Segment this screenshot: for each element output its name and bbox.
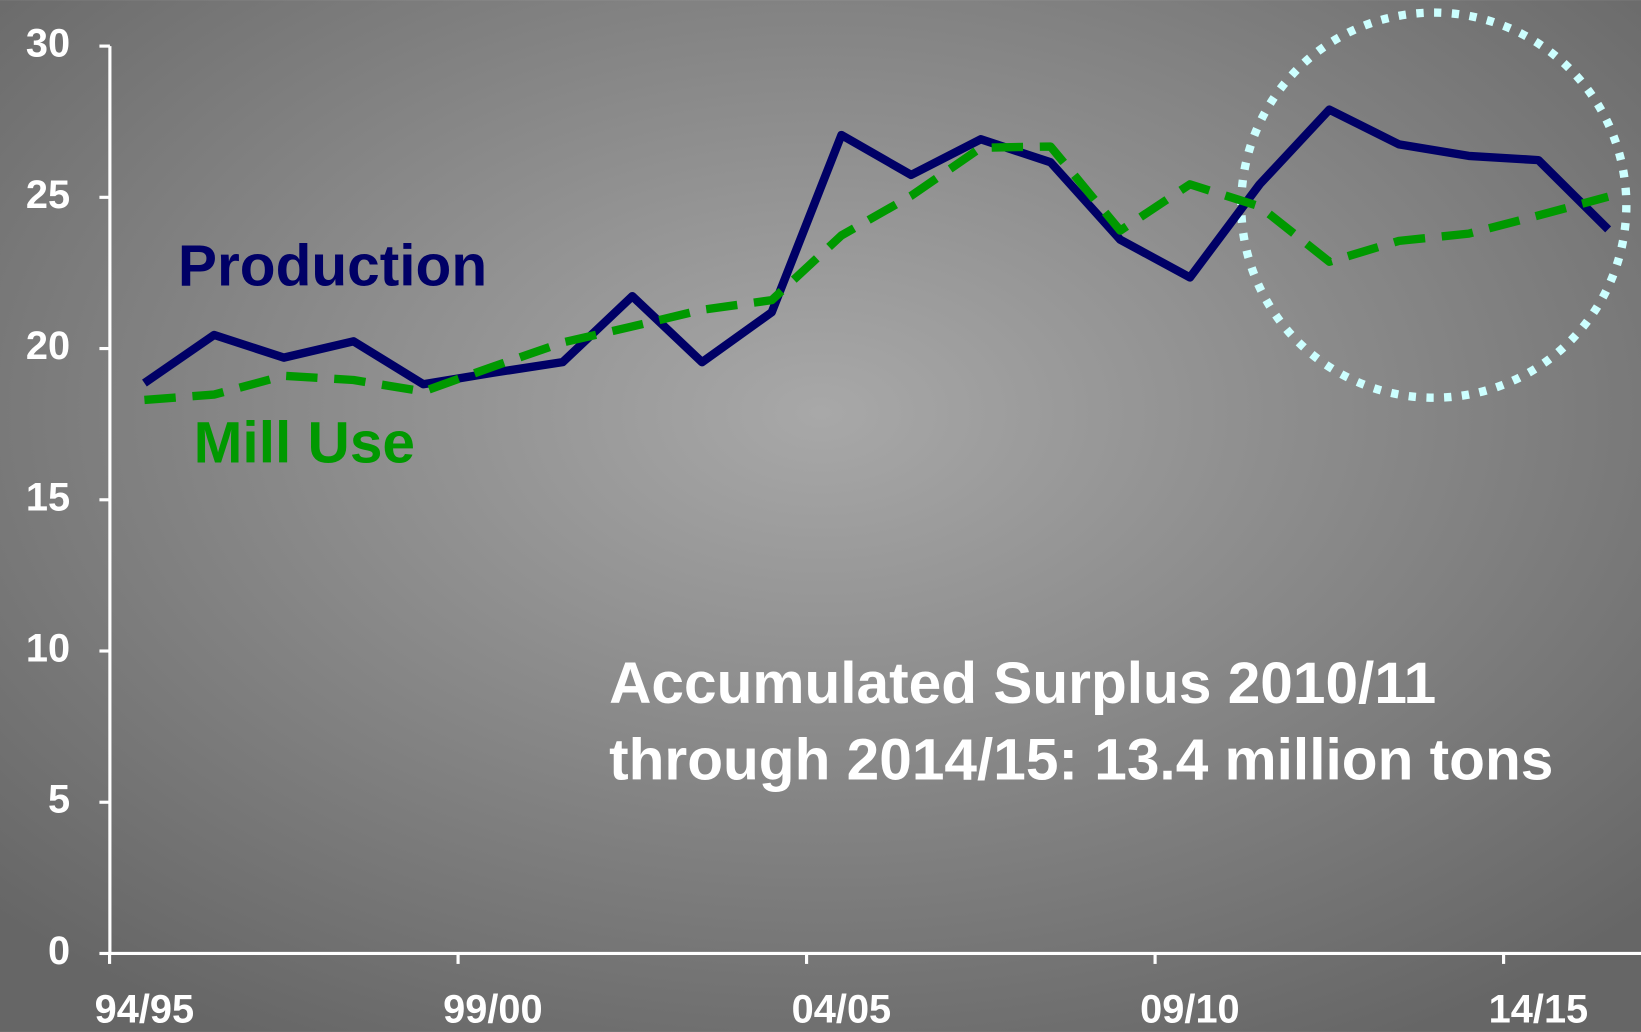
series-line (142, 105, 1612, 389)
y-tick-label: 5 (48, 778, 70, 822)
y-tick-label: 30 (26, 22, 70, 66)
series-line (144, 142, 1610, 405)
series-label: Mill Use (194, 410, 415, 475)
x-tick-label: 99/00 (443, 988, 542, 1032)
series-label: Production (178, 234, 487, 299)
x-tick-label: 09/10 (1140, 988, 1239, 1032)
annotation: through 2014/15: 13.4 million tons (609, 728, 1553, 793)
x-tick-label: 94/95 (95, 988, 194, 1032)
y-tick-label: 10 (26, 627, 70, 671)
y-tick-label: 15 (26, 475, 70, 519)
y-tick-label: 0 (48, 929, 70, 973)
x-tick-label: 04/05 (792, 988, 891, 1032)
annotation: Accumulated Surplus 2010/11 (609, 651, 1436, 716)
y-tick-label: 20 (26, 324, 70, 368)
highlight-circle (1237, 8, 1631, 402)
y-tick-label: 25 (26, 173, 70, 217)
x-tick-label: 14/15 (1489, 988, 1588, 1032)
